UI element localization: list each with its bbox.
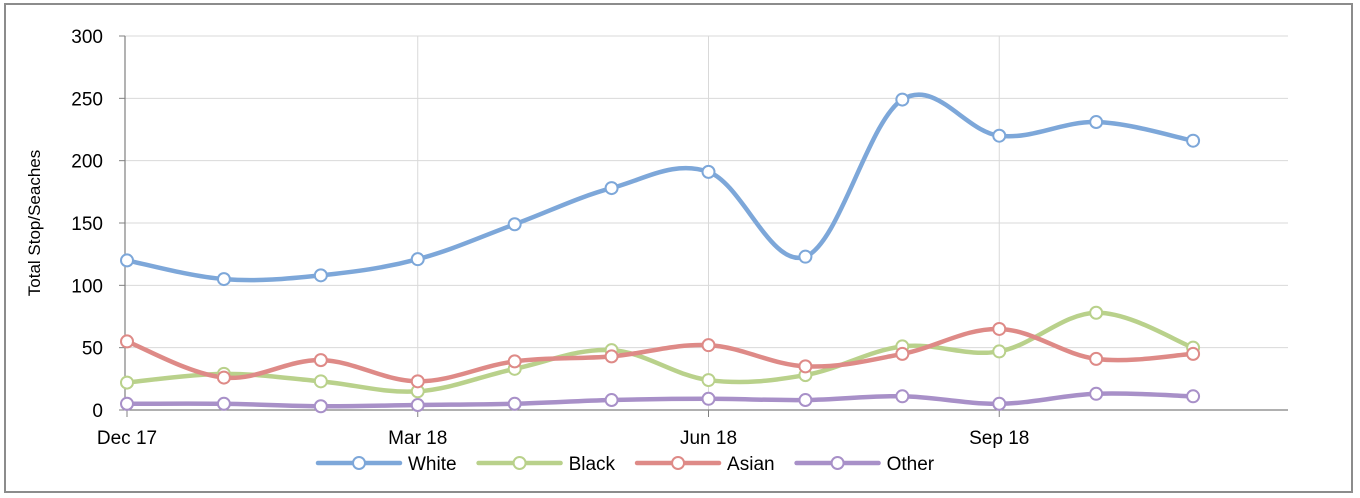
y-tick-label: 300 <box>71 27 103 48</box>
data-point-other <box>216 396 231 411</box>
data-point-other <box>701 391 716 406</box>
chart-frame <box>4 3 1353 493</box>
data-point-asian <box>992 321 1007 336</box>
legend-marker-other <box>830 456 845 470</box>
y-tick-label: 0 <box>92 401 103 422</box>
data-point-asian <box>604 349 619 364</box>
data-point-asian <box>1089 351 1104 366</box>
y-tick-label: 50 <box>82 339 103 360</box>
legend-label-black: Black <box>569 454 616 475</box>
data-point-white <box>120 253 134 268</box>
x-tick-label: Sep 18 <box>969 428 1029 449</box>
series-markers <box>120 92 1201 414</box>
data-point-white <box>798 249 813 264</box>
data-point-black <box>120 375 134 390</box>
data-point-white <box>701 164 716 179</box>
series-line-other <box>124 391 1196 409</box>
data-point-other <box>1089 386 1104 401</box>
data-point-asian <box>410 374 425 389</box>
legend-item-other: Other <box>794 454 935 475</box>
tick-labels: 0 50 100 150 200 250 300 Dec 17 Mar 18 Jun 18 Sep … <box>71 27 1029 449</box>
series-lines <box>124 92 1196 409</box>
x-tick-label: Dec 17 <box>97 428 157 449</box>
legend-label-other: Other <box>887 454 935 475</box>
data-point-white <box>895 92 910 107</box>
legend-item-white: White <box>315 454 457 475</box>
data-point-asian <box>216 370 231 385</box>
legend-marker-white <box>352 456 366 470</box>
data-point-asian <box>895 346 910 361</box>
data-point-other <box>895 389 910 404</box>
legend-item-asian: Asian <box>634 454 775 475</box>
legend: White Black Asian Other <box>315 454 935 475</box>
data-point-other <box>1186 389 1201 404</box>
data-point-black <box>992 344 1007 359</box>
data-point-white <box>604 181 619 196</box>
series-line-asian <box>124 326 1196 384</box>
data-point-other <box>313 399 328 414</box>
y-tick-label: 100 <box>71 276 103 297</box>
data-point-white <box>992 128 1007 143</box>
data-point-asian <box>798 359 813 374</box>
data-point-other <box>120 396 134 411</box>
series-line-white <box>124 92 1196 283</box>
data-point-white <box>313 268 328 283</box>
data-point-asian <box>507 354 522 369</box>
y-tick-label: 250 <box>71 89 103 110</box>
data-point-asian <box>1186 346 1201 361</box>
data-point-asian <box>313 353 328 368</box>
legend-item-black: Black <box>476 454 616 475</box>
legend-marker-black <box>512 456 527 470</box>
data-point-other <box>992 396 1007 411</box>
data-point-other <box>410 398 425 413</box>
gridlines <box>125 35 1288 410</box>
data-point-white <box>507 217 522 232</box>
y-axis-label: Total Stop/Seaches <box>25 150 44 296</box>
legend-marker-asian <box>671 456 686 470</box>
data-point-other <box>507 396 522 411</box>
data-point-black <box>701 373 716 388</box>
x-tick-label: Mar 18 <box>388 428 447 449</box>
series-line-black <box>124 310 1196 394</box>
data-point-other <box>798 393 813 408</box>
data-point-white <box>1186 133 1201 148</box>
legend-label-asian: Asian <box>727 454 775 475</box>
data-point-white <box>410 252 425 267</box>
data-point-black <box>313 374 328 389</box>
data-point-white <box>216 272 231 287</box>
data-point-black <box>1089 305 1104 320</box>
data-point-asian <box>701 338 716 353</box>
data-point-white <box>1089 115 1104 130</box>
data-point-other <box>604 393 619 408</box>
data-point-asian <box>120 334 134 349</box>
x-tick-label: Jun 18 <box>680 428 737 449</box>
y-tick-label: 200 <box>71 152 103 173</box>
y-tick-label: 150 <box>71 214 103 235</box>
legend-label-white: White <box>408 454 457 475</box>
